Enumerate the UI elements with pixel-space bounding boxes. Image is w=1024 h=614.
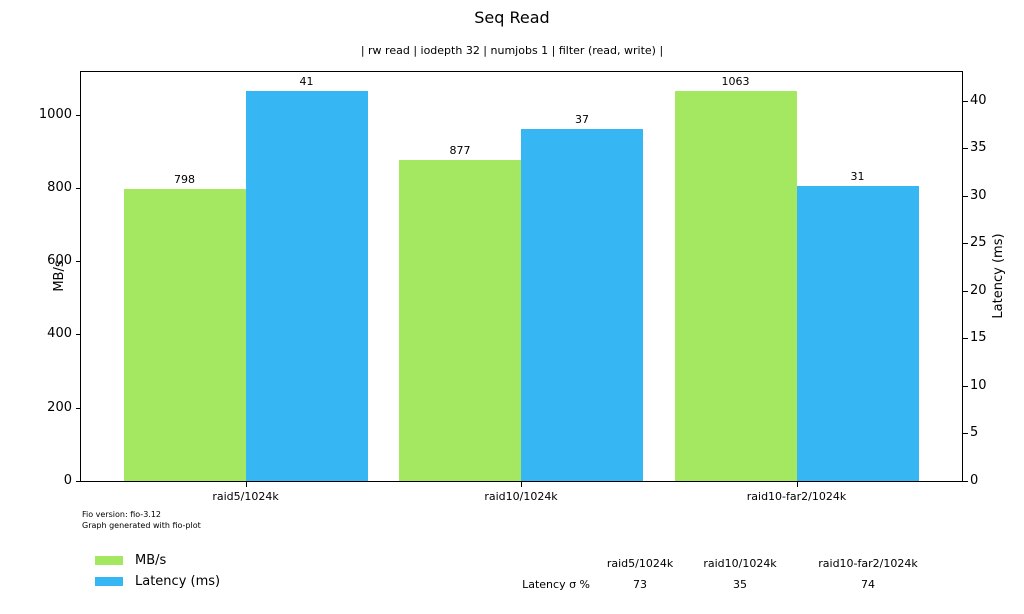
plot-area: 798 41 877 37 1063 31	[80, 71, 963, 482]
right-axis-tick-label: 20	[970, 282, 987, 298]
footer-note: Fio version: fio-3.12 Graph generated wi…	[82, 509, 201, 531]
chart-subtitle: | rw read | iodepth 32 | numjobs 1 | fil…	[360, 44, 664, 57]
legend-item-latency: Latency (ms)	[95, 571, 220, 592]
left-axis-tick-label: 200	[47, 399, 72, 415]
right-axis-tick-mark	[963, 385, 968, 387]
bar-mbs	[674, 91, 797, 481]
right-axis-tick-mark	[963, 100, 968, 102]
left-axis-tick-label: 800	[47, 179, 72, 195]
bar-mbs	[123, 188, 246, 481]
bar-value-label-mbs: 877	[449, 143, 471, 157]
right-axis-tick-mark	[963, 290, 968, 292]
right-axis-tick-label: 25	[970, 235, 987, 251]
stats-row-label: Latency σ %	[522, 578, 590, 591]
right-axis-tick-label: 30	[970, 187, 987, 203]
plot-area-inner: 798 41 877 37 1063 31	[81, 72, 962, 481]
right-axis-tick-mark	[963, 243, 968, 245]
bar-value-label-mbs: 1063	[721, 75, 750, 89]
right-axis-tick-mark	[963, 148, 968, 150]
left-axis-title: MB/s	[52, 260, 67, 292]
left-axis-tick-label: 1000	[38, 106, 72, 122]
legend-label-mbs: MB/s	[135, 553, 167, 568]
legend-swatch-mbs	[95, 556, 123, 565]
x-axis-category-label: raid10/1024k	[484, 490, 558, 503]
x-axis-tick-mark	[796, 482, 798, 487]
bar-latency	[521, 129, 643, 481]
stats-header-col3: raid10-far2/1024k	[818, 557, 918, 570]
left-axis-tick-mark	[76, 481, 81, 482]
generator-text: Graph generated with fio-plot	[82, 521, 201, 530]
chart-title: Seq Read	[474, 8, 550, 27]
left-axis-tick-mark	[76, 334, 81, 336]
legend-item-mbs: MB/s	[95, 550, 220, 571]
bar-mbs	[399, 159, 521, 481]
bar-value-label-latency: 31	[850, 170, 865, 184]
left-axis-tick-mark	[76, 114, 81, 116]
right-axis-tick-mark	[963, 338, 968, 340]
legend-swatch-latency	[95, 577, 123, 586]
left-axis-tick-label: 0	[63, 473, 72, 488]
right-axis-tick-label: 0	[970, 473, 979, 488]
right-axis-tick-mark	[963, 195, 968, 197]
x-axis-tick-mark	[245, 482, 247, 487]
bar-value-label-mbs: 798	[174, 172, 195, 186]
stats-table-header-row: raid5/1024k raid10/1024k raid10-far2/102…	[500, 553, 946, 574]
left-axis-tick-mark	[76, 187, 81, 189]
bar-value-label-latency: 37	[575, 113, 589, 127]
x-axis-category-label: raid10-far2/1024k	[746, 490, 847, 503]
x-axis-category-label: raid5/1024k	[212, 490, 279, 503]
bar-latency	[245, 91, 368, 481]
legend-label-latency: Latency (ms)	[135, 574, 221, 589]
bar-value-label-latency: 41	[299, 75, 314, 89]
stats-value-raid10: 35	[733, 578, 747, 591]
legend: MB/s Latency (ms)	[95, 550, 220, 592]
stats-table: raid5/1024k raid10/1024k raid10-far2/102…	[500, 553, 946, 595]
right-axis-tick-label: 35	[970, 140, 987, 156]
left-axis-tick-label: 600	[47, 253, 72, 269]
right-axis-tick-label: 40	[970, 92, 987, 108]
right-axis-tick-label: 10	[970, 377, 987, 393]
bar-latency	[796, 186, 919, 481]
stats-header-col1: raid5/1024k	[606, 557, 674, 570]
x-axis-tick-mark	[521, 482, 522, 487]
left-axis-tick-mark	[76, 261, 81, 263]
stats-value-raid5: 73	[633, 578, 647, 591]
fio-version-text: Fio version: fio-3.12	[82, 510, 161, 519]
right-axis-tick-label: 5	[970, 425, 979, 441]
stats-table-data-row: Latency σ % 73 35 74	[500, 574, 946, 595]
left-axis-tick-label: 400	[47, 326, 72, 342]
stats-header-col2: raid10/1024k	[703, 557, 777, 570]
left-axis-tick-mark	[76, 407, 81, 409]
right-axis-tick-mark	[963, 481, 968, 482]
stats-value-raid10-far2: 74	[861, 578, 875, 591]
right-axis-tick-label: 15	[970, 330, 987, 346]
right-axis-tick-mark	[963, 433, 968, 435]
